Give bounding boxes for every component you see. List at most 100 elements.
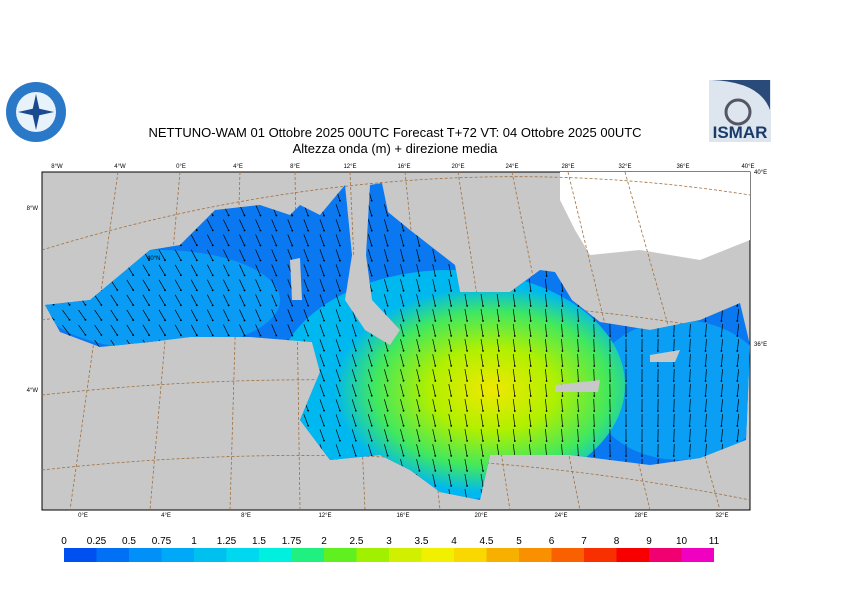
arrow-head (514, 350, 516, 352)
left-label: 8°W (27, 206, 39, 212)
arrow-head (514, 320, 516, 322)
arrow-head (514, 440, 516, 442)
arrow-head (514, 380, 516, 382)
arrow-head (609, 440, 611, 442)
arrow-head (275, 290, 277, 292)
colorbar-swatch (617, 548, 650, 562)
arrow-head (736, 395, 738, 397)
top-lon-label: 40°E (741, 164, 754, 170)
arrow-head (562, 365, 564, 367)
arrow-head (625, 350, 627, 352)
arrow-head (116, 319, 118, 321)
arrow-head (196, 334, 198, 336)
arrow-head (180, 319, 182, 321)
arrow-head (736, 305, 738, 307)
arrow-head (339, 410, 341, 412)
arrow-head (148, 319, 150, 321)
colorbar-swatch (194, 548, 227, 562)
arrow-head (244, 335, 246, 337)
arrow-head (339, 440, 341, 442)
arrow-head (323, 230, 325, 232)
arrow-head (100, 334, 102, 336)
arrow-head (466, 440, 468, 442)
arrow-head (387, 215, 389, 217)
arrow-head (705, 380, 707, 382)
arrow-head (212, 334, 214, 336)
arrow-head (562, 380, 564, 382)
arrow-head (355, 320, 357, 322)
arrow-head (403, 365, 405, 367)
arrow-head (228, 334, 230, 336)
arrow-head (419, 320, 421, 322)
arrow-head (530, 290, 532, 292)
arrow-head (419, 335, 421, 337)
arrow-head (419, 395, 421, 397)
arrow-head (403, 410, 405, 412)
arrow-head (403, 275, 405, 277)
arrow-head (530, 425, 532, 427)
arrow-head (577, 335, 579, 337)
colorbar-swatch (227, 548, 260, 562)
arrow-head (657, 440, 659, 442)
arrow-head (355, 350, 357, 352)
bottom-lon-label: 28°E (634, 513, 647, 519)
arrow-head (641, 455, 643, 457)
arrow-head (641, 365, 643, 367)
arrow-head (275, 260, 277, 262)
arrow-head (657, 350, 659, 352)
colorbar-label: 6 (549, 536, 555, 547)
arrow-head (339, 230, 341, 232)
arrow-head (323, 305, 325, 307)
arrow-head (275, 275, 277, 277)
colorbar-label: 4.5 (480, 536, 494, 547)
arrow-head (546, 380, 548, 382)
arrow-head (212, 289, 214, 291)
arrow-head (482, 440, 484, 442)
arrow-head (609, 335, 611, 337)
arrow-head (514, 365, 516, 367)
arrow-head (387, 305, 389, 307)
right-label: 40°E (754, 170, 767, 176)
arrow-head (260, 230, 262, 232)
top-lon-label: 4°W (114, 164, 126, 170)
colorbar-label: 10 (676, 536, 688, 547)
arrow-head (212, 259, 214, 261)
arrow-head (498, 410, 500, 412)
arrow-head (419, 275, 421, 277)
arrow-head (546, 350, 548, 352)
arrow-head (434, 440, 436, 442)
arrow-head (450, 305, 452, 307)
arrow-head (530, 320, 532, 322)
top-lon-label: 36°E (676, 164, 689, 170)
arrow-head (689, 395, 691, 397)
colorbar-label: 0.75 (152, 536, 172, 547)
arrow-head (530, 395, 532, 397)
arrow-head (132, 319, 134, 321)
arrow-head (275, 335, 277, 337)
arrow-head (593, 365, 595, 367)
arrow-head (482, 455, 484, 457)
arrow-head (673, 440, 675, 442)
colorbar-swatch (64, 548, 97, 562)
arrow-head (148, 304, 150, 306)
colorbar-swatch (292, 548, 325, 562)
arrow-head (355, 380, 357, 382)
top-lon-label: 24°E (505, 164, 518, 170)
left-label: 4°W (27, 388, 39, 394)
arrow-head (291, 305, 293, 307)
arrow-head (323, 380, 325, 382)
colorbar-swatch (649, 548, 682, 562)
arrow-head (546, 335, 548, 337)
arrow-head (641, 350, 643, 352)
arrow-head (657, 395, 659, 397)
arrow-head (705, 350, 707, 352)
arrow-head (466, 455, 468, 457)
arrow-head (689, 380, 691, 382)
arrow-head (339, 350, 341, 352)
arrow-head (419, 410, 421, 412)
arrow-head (609, 365, 611, 367)
arrow-head (546, 425, 548, 427)
arrow-head (403, 395, 405, 397)
arrow-head (450, 380, 452, 382)
